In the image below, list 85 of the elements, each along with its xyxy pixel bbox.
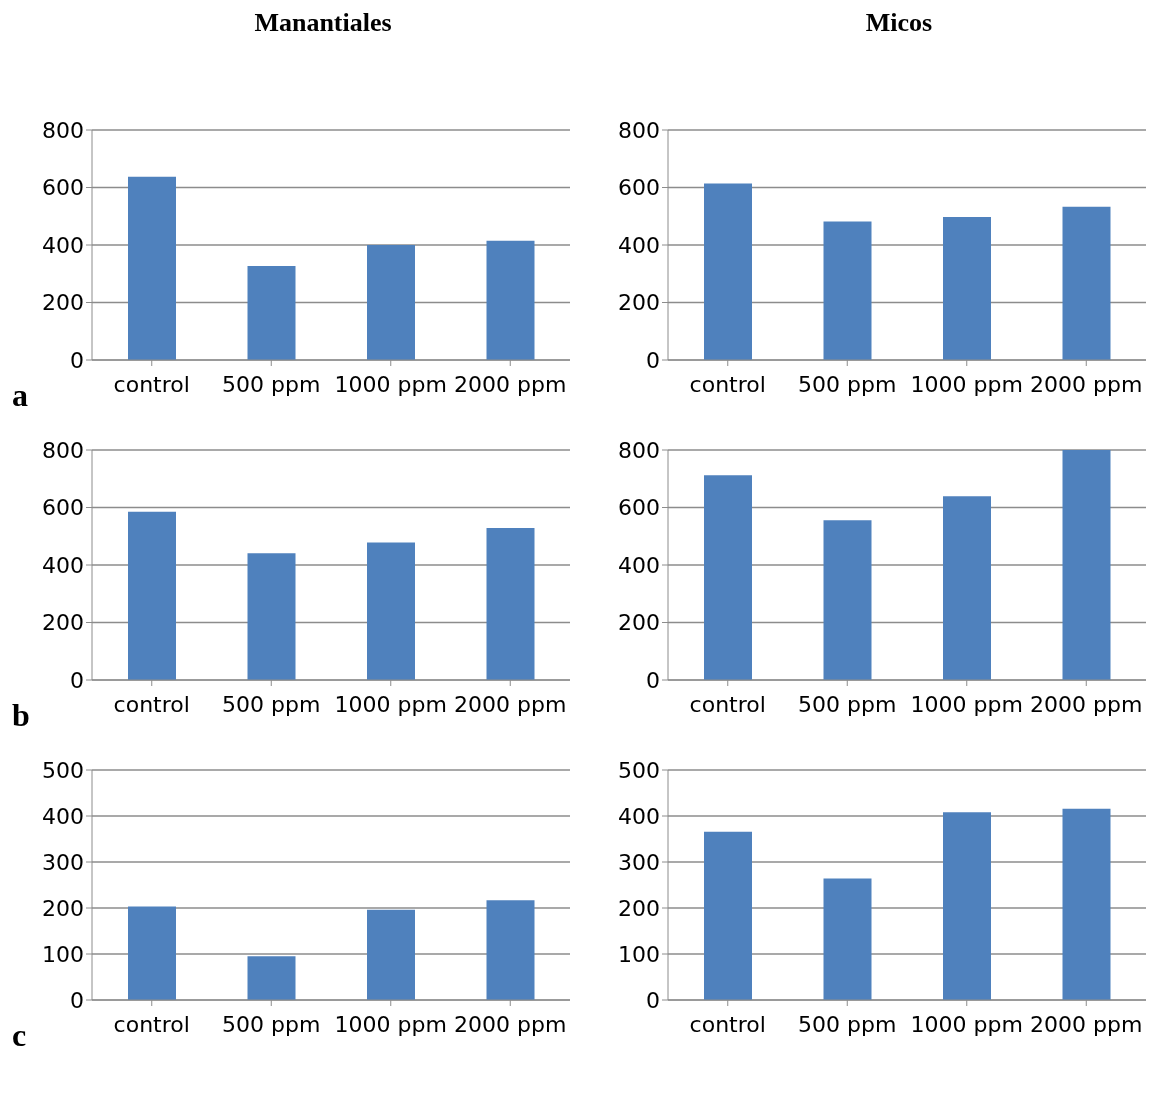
y-tick-label: 400 <box>618 803 660 829</box>
bar <box>943 496 991 680</box>
x-tick-label: 1000 ppm <box>334 1011 447 1037</box>
y-tick-label: 0 <box>646 987 660 1013</box>
y-tick-label: 400 <box>618 232 660 258</box>
text: b <box>12 697 30 734</box>
x-tick-label: 500 ppm <box>222 1011 321 1037</box>
y-tick-label: 200 <box>42 610 84 636</box>
bar <box>823 520 872 680</box>
x-tick-label: 500 ppm <box>798 691 897 717</box>
bar <box>128 176 176 360</box>
bar <box>943 217 991 360</box>
x-tick-label: control <box>113 371 190 397</box>
y-tick-label: 800 <box>618 437 660 463</box>
bar <box>128 511 176 680</box>
text: c <box>12 1017 27 1054</box>
bar <box>247 956 296 1000</box>
bar <box>704 183 752 360</box>
x-tick-label: control <box>113 1011 190 1037</box>
text: a <box>12 377 28 414</box>
bar <box>486 240 535 360</box>
x-tick-label: 500 ppm <box>222 691 321 717</box>
x-tick-label: 2000 ppm <box>454 691 567 717</box>
y-tick-label: 200 <box>618 895 660 921</box>
x-tick-label: 500 ppm <box>222 371 321 397</box>
y-tick-label: 600 <box>42 175 84 201</box>
bar <box>1062 206 1111 360</box>
bar <box>823 221 872 360</box>
y-tick-label: 100 <box>42 941 84 967</box>
bar <box>823 878 872 1000</box>
bar <box>367 909 415 1000</box>
y-tick-label: 600 <box>618 495 660 521</box>
bar <box>1062 450 1111 680</box>
chart-title: Micos <box>864 8 934 39</box>
bar <box>367 542 415 680</box>
x-tick-label: 1000 ppm <box>334 691 447 717</box>
y-tick-label: 500 <box>42 757 84 783</box>
bar <box>367 245 415 360</box>
x-tick-label: control <box>689 1011 766 1037</box>
y-tick-label: 600 <box>618 175 660 201</box>
x-tick-label: 1000 ppm <box>910 371 1023 397</box>
y-tick-label: 400 <box>42 803 84 829</box>
bar <box>704 475 752 680</box>
bar <box>128 906 176 1000</box>
bar <box>486 900 535 1000</box>
y-tick-label: 0 <box>70 667 84 693</box>
y-tick-label: 0 <box>70 347 84 373</box>
y-tick-label: 0 <box>646 347 660 373</box>
y-tick-label: 600 <box>42 495 84 521</box>
x-tick-label: control <box>689 371 766 397</box>
y-tick-label: 200 <box>42 895 84 921</box>
y-tick-label: 300 <box>618 849 660 875</box>
bar <box>247 265 296 360</box>
y-tick-label: 800 <box>42 437 84 463</box>
y-tick-label: 500 <box>618 757 660 783</box>
y-tick-label: 300 <box>42 849 84 875</box>
x-tick-label: 2000 ppm <box>1030 371 1143 397</box>
y-tick-label: 0 <box>646 667 660 693</box>
y-tick-label: 200 <box>42 290 84 316</box>
x-tick-label: 2000 ppm <box>454 1011 567 1037</box>
x-tick-label: 2000 ppm <box>454 371 567 397</box>
y-tick-label: 400 <box>618 552 660 578</box>
x-tick-label: control <box>689 691 766 717</box>
y-tick-label: 0 <box>70 987 84 1013</box>
bar <box>1062 808 1111 1000</box>
y-tick-label: 200 <box>618 610 660 636</box>
y-tick-label: 200 <box>618 290 660 316</box>
x-tick-label: 500 ppm <box>798 1011 897 1037</box>
y-tick-label: 100 <box>618 941 660 967</box>
bar <box>704 831 752 1000</box>
x-tick-label: 1000 ppm <box>334 371 447 397</box>
bar <box>943 812 991 1000</box>
chart-title: Manantiales <box>253 8 393 39</box>
y-tick-label: 800 <box>42 117 84 143</box>
bar <box>247 553 296 680</box>
x-tick-label: control <box>113 691 190 717</box>
y-tick-label: 400 <box>42 552 84 578</box>
x-tick-label: 2000 ppm <box>1030 691 1143 717</box>
y-tick-label: 800 <box>618 117 660 143</box>
x-tick-label: 1000 ppm <box>910 691 1023 717</box>
x-tick-label: 500 ppm <box>798 371 897 397</box>
y-tick-label: 400 <box>42 232 84 258</box>
x-tick-label: 1000 ppm <box>910 1011 1023 1037</box>
bar <box>486 527 535 680</box>
x-tick-label: 2000 ppm <box>1030 1011 1143 1037</box>
